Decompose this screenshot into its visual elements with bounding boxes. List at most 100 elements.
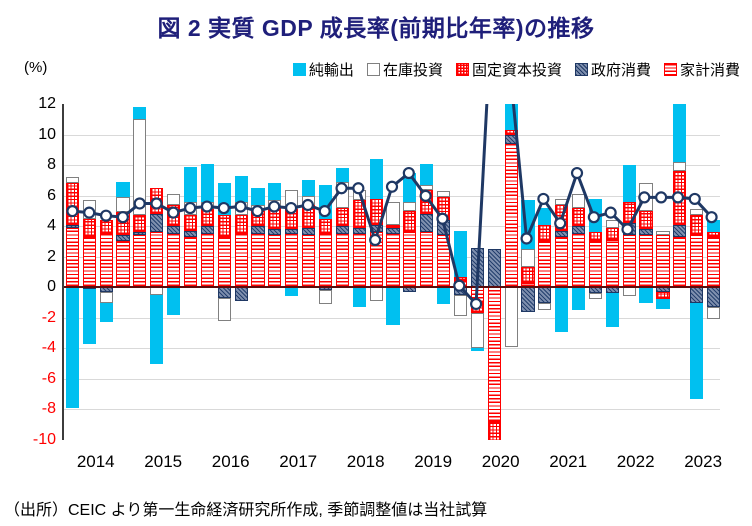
- bar-segment-household: [673, 236, 687, 288]
- bar-segment-government: [268, 229, 282, 236]
- x-tick-label: 2015: [144, 452, 183, 471]
- bar-segment-fixed_capital: [572, 207, 586, 227]
- bar-segment-government: [437, 220, 451, 236]
- x-tick-label: 2016: [211, 452, 250, 471]
- bar-segment-household: [183, 236, 198, 288]
- bar-segment-fixed_capital: [521, 267, 535, 283]
- bar-segment-fixed_capital: [285, 209, 299, 230]
- bar-segment-fixed_capital: [251, 210, 265, 227]
- bar-segment-government: [217, 287, 231, 298]
- bar-segment-inventory: [99, 291, 113, 303]
- y-tick-label: 4: [47, 217, 56, 235]
- bar-segment-fixed_capital: [167, 204, 181, 227]
- bar-segment-net_exports: [470, 348, 484, 352]
- bar-segment-fixed_capital: [555, 204, 569, 231]
- bar-segment-inventory: [167, 194, 181, 205]
- bar-segment-net_exports: [504, 104, 518, 130]
- bar-segment-net_exports: [352, 287, 366, 308]
- x-tick-label: 2017: [279, 452, 318, 471]
- gridline: [64, 348, 720, 350]
- x-tick-label: 2022: [616, 452, 655, 471]
- bar-segment-inventory: [217, 297, 231, 321]
- y-tick-label: 12: [38, 95, 56, 112]
- bar-segment-net_exports: [538, 207, 552, 225]
- bar-segment-government: [133, 232, 147, 236]
- bar-segment-household: [656, 235, 670, 288]
- bar-segment-government: [420, 213, 434, 233]
- plot-area: [62, 104, 720, 440]
- bar-segment-net_exports: [369, 158, 383, 199]
- legend-item-inventory: 在庫投資: [366, 59, 443, 80]
- line-marker: [385, 180, 399, 193]
- bar-segment-inventory: [318, 290, 333, 305]
- bar-segment-net_exports: [588, 198, 603, 233]
- gridline: [64, 378, 720, 380]
- bar-segment-net_exports: [521, 200, 535, 250]
- bar-segment-fixed_capital: [656, 291, 670, 300]
- bar-segment-fixed_capital: [706, 232, 720, 237]
- bar-segment-fixed_capital: [268, 207, 282, 230]
- bar-segment-fixed_capital: [538, 224, 552, 242]
- bar-segment-net_exports: [82, 288, 96, 344]
- bar-segment-government: [487, 249, 501, 288]
- x-tick-label: 2018: [346, 452, 385, 471]
- bar-segment-fixed_capital: [504, 129, 518, 135]
- bar-segment-net_exports: [200, 163, 214, 202]
- bar-segment-net_exports: [183, 166, 198, 202]
- legend-label: 政府消費: [590, 61, 651, 79]
- bar-segment-government: [521, 287, 535, 312]
- bar-segment-fixed_capital: [99, 220, 113, 234]
- bar-segment-net_exports: [453, 230, 468, 277]
- bar-segment-net_exports: [437, 287, 451, 305]
- bar-segment-household: [285, 233, 299, 288]
- bar-segment-inventory: [588, 293, 603, 300]
- bar-segment-inventory: [200, 201, 214, 210]
- bar-segment-fixed_capital: [369, 198, 383, 225]
- legend-item-household: 家計消費: [663, 59, 740, 80]
- y-tick-label: -4: [41, 339, 56, 357]
- y-tick-label: 0: [47, 278, 56, 296]
- bar-segment-fixed_capital: [690, 215, 704, 236]
- bar-segment-household: [555, 236, 569, 288]
- bar-segment-net_exports: [285, 287, 299, 297]
- bar-segment-net_exports: [555, 287, 569, 332]
- bar-segment-inventory: [605, 220, 619, 228]
- bar-segment-inventory: [335, 181, 349, 208]
- bar-segment-inventory: [302, 195, 316, 205]
- bar-segment-government: [453, 287, 468, 295]
- bar-segment-government: [302, 227, 316, 236]
- bar-segment-fixed_capital: [116, 212, 130, 236]
- bar-segment-fixed_capital: [588, 232, 603, 242]
- legend-label: 固定資本投資: [471, 61, 562, 79]
- bar-segment-net_exports: [116, 181, 130, 198]
- legend-swatch-icon: [366, 62, 380, 76]
- bar-segment-government: [673, 224, 687, 237]
- bar-segment-net_exports: [65, 287, 79, 408]
- bar-segment-inventory: [133, 119, 147, 216]
- bar-segment-net_exports: [251, 188, 265, 205]
- bar-segment-household: [352, 233, 366, 288]
- legend-swatch-icon: [455, 62, 469, 76]
- bar-segment-household: [251, 233, 265, 288]
- bar-segment-fixed_capital: [639, 210, 653, 230]
- legend-label: 在庫投資: [382, 61, 443, 79]
- bar-segment-fixed_capital: [183, 215, 198, 231]
- line-marker: [604, 206, 617, 219]
- bar-segment-fixed_capital: [318, 218, 333, 234]
- y-axis-ticks: -10 -8 -6 -4 -2 0 2 4 6 8 10 12: [8, 95, 56, 448]
- bar-segment-inventory: [285, 189, 299, 210]
- gridline: [64, 409, 720, 411]
- x-tick-label: 2020: [481, 452, 520, 471]
- bar-segment-household: [116, 241, 130, 288]
- bar-segment-household: [622, 235, 636, 288]
- bar-segment-inventory: [504, 287, 518, 347]
- x-tick-label: 2023: [684, 452, 723, 471]
- y-tick-label: 6: [47, 186, 56, 204]
- bar-segment-household: [234, 233, 248, 288]
- bar-segment-household: [133, 235, 147, 288]
- bar-segment-government: [706, 287, 720, 308]
- bar-segment-net_exports: [99, 302, 113, 323]
- bar-segment-government: [538, 287, 552, 303]
- y-tick-label: 8: [47, 156, 56, 174]
